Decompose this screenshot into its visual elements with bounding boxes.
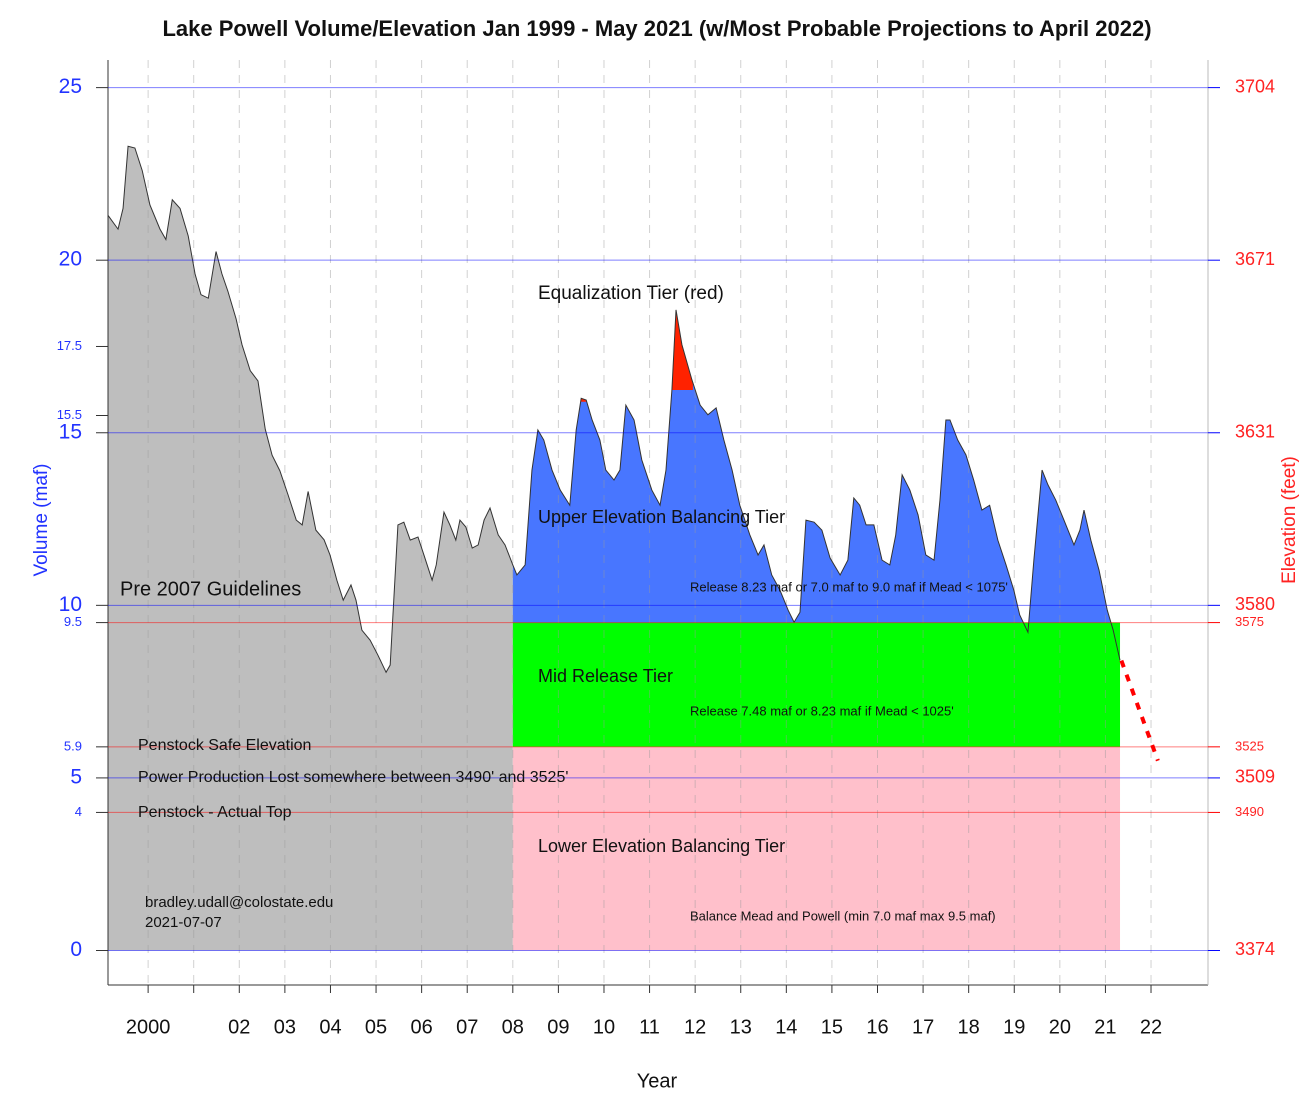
x-tick-label: 12: [684, 1016, 706, 1038]
x-tick-label: 22: [1140, 1016, 1162, 1038]
tier-band: [512, 622, 1121, 747]
annotation: Penstock - Actual Top: [138, 804, 292, 821]
y2-axis-label: Elevation (feet): [1279, 456, 1300, 584]
y2-tick-label: 3631: [1235, 422, 1275, 442]
x-tick-label: 2000: [126, 1016, 171, 1038]
y-tick-label: 5.9: [64, 738, 82, 753]
projection-line: [1119, 659, 1160, 762]
y-tick-label: 0: [70, 938, 82, 961]
tier-label: Upper Elevation Balancing Tier: [538, 507, 785, 527]
tier-label: Lower Elevation Balancing Tier: [538, 836, 785, 856]
tier-band: [512, 746, 1121, 951]
x-tick-label: 18: [958, 1016, 980, 1038]
y2-tick-label: 3575: [1235, 614, 1264, 629]
y-tick-label: 25: [59, 75, 82, 98]
x-tick-label: 11: [639, 1016, 660, 1038]
y-tick-label: 15: [59, 420, 82, 443]
y2-tick-label: 3509: [1235, 767, 1275, 787]
y-tick-label: 20: [59, 248, 82, 271]
y2-tick-label: 3490: [1235, 804, 1264, 819]
y-tick-label: 4: [75, 804, 82, 819]
x-tick-label: 15: [821, 1016, 843, 1038]
equalization-area: [671, 309, 693, 390]
x-tick-label: 07: [456, 1016, 478, 1038]
annotation: Penstock Safe Elevation: [138, 737, 311, 754]
y2-tick-label: 3525: [1235, 738, 1264, 753]
pre2007-area: [108, 146, 513, 951]
annotation: Power Production Lost somewhere between …: [138, 769, 568, 786]
y2-tick-label: 3374: [1235, 939, 1275, 959]
volume-line: [107, 145, 1121, 674]
x-tick-label: 09: [547, 1016, 569, 1038]
x-tick-label: 14: [775, 1016, 797, 1038]
x-tick-label: 04: [319, 1016, 341, 1038]
tier-note: Release 7.48 maf or 8.23 maf if Mead < 1…: [690, 703, 954, 718]
upper-tier-area: [512, 309, 1111, 623]
x-tick-label: 13: [730, 1016, 752, 1038]
x-tick-label: 17: [912, 1016, 934, 1038]
tier-note: Release 8.23 maf or 7.0 maf to 9.0 maf i…: [690, 579, 1008, 594]
x-tick-label: 21: [1094, 1016, 1116, 1038]
equalization-label: Equalization Tier (red): [538, 283, 724, 304]
chart-title: Lake Powell Volume/Elevation Jan 1999 - …: [162, 16, 1151, 41]
y-axis-label: Volume (maf): [31, 464, 52, 577]
x-tick-label: 19: [1003, 1016, 1025, 1038]
annotation: bradley.udall@colostate.edu: [145, 894, 333, 911]
y2-tick-label: 3671: [1235, 249, 1275, 269]
x-tick-label: 05: [365, 1016, 387, 1038]
tier-note: Balance Mead and Powell (min 7.0 maf max…: [690, 908, 996, 923]
x-tick-label: 16: [866, 1016, 888, 1038]
y2-tick-label: 3704: [1235, 76, 1275, 96]
x-tick-label: 08: [502, 1016, 524, 1038]
y2-tick-label: 3580: [1235, 594, 1275, 614]
x-tick-label: 06: [411, 1016, 433, 1038]
y-tick-label: 15.5: [57, 407, 82, 422]
x-tick-label: 03: [274, 1016, 296, 1038]
tier-label: Mid Release Tier: [538, 666, 673, 686]
x-tick-label: 20: [1049, 1016, 1071, 1038]
annotation: 2021-07-07: [145, 914, 222, 931]
x-tick-label: 02: [228, 1016, 250, 1038]
x-tick-label: 10: [593, 1016, 615, 1038]
y-tick-label: 5: [70, 765, 82, 788]
y-tick-label: 17.5: [57, 338, 82, 353]
y-tick-label: 9.5: [64, 614, 82, 629]
y-tick-label: 10: [59, 593, 82, 616]
x-axis-label: Year: [637, 1070, 678, 1092]
pre2007-label: Pre 2007 Guidelines: [120, 578, 301, 600]
